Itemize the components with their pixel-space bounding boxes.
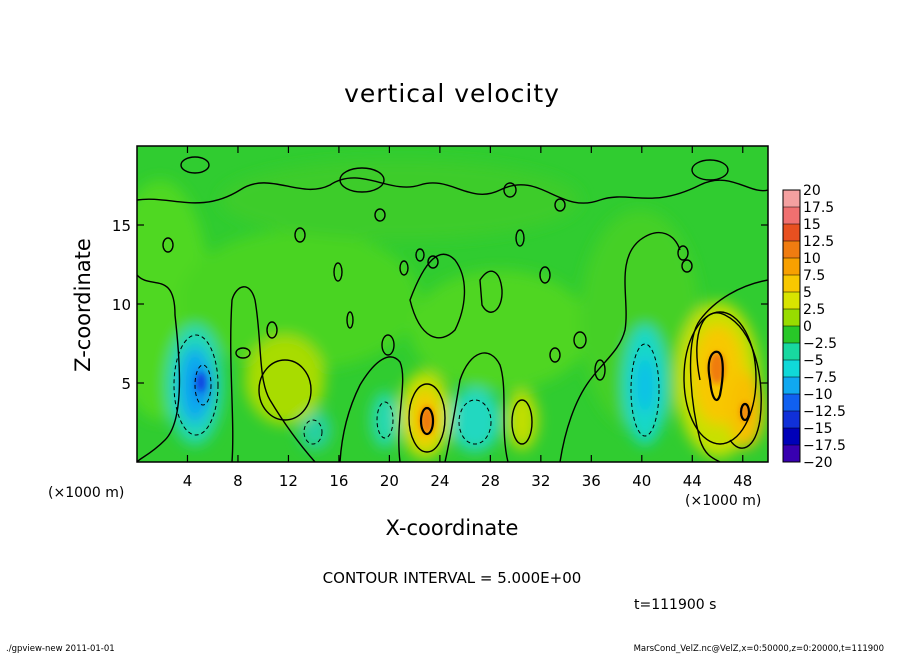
colorbar-label: −17.5	[803, 438, 846, 454]
colorbar-label: −7.5	[803, 370, 837, 386]
colorbar-label: −2.5	[803, 336, 837, 352]
chart-title: vertical velocity	[344, 79, 560, 108]
contour-lines	[137, 156, 768, 462]
colorbar-label: 2.5	[803, 302, 825, 318]
colorbar-swatch	[783, 190, 800, 208]
colorbar-swatch	[783, 377, 800, 395]
colorbar-swatch	[783, 394, 800, 412]
colorbar-label: −20	[803, 455, 833, 471]
colorbar-swatch	[783, 258, 800, 276]
x-tick-label: 48	[733, 472, 752, 490]
x-tick-label: 32	[531, 472, 550, 490]
colorbar-label: −15	[803, 421, 833, 437]
colorbar-swatch	[783, 275, 800, 293]
x-tick-label: 40	[632, 472, 651, 490]
colorbar-label: 15	[803, 217, 821, 233]
x-tick-label: 16	[329, 472, 348, 490]
colorbar-label: 12.5	[803, 234, 834, 250]
y-tick-label: 5	[121, 375, 131, 393]
field-fills	[137, 160, 764, 459]
x-tick-label: 24	[430, 472, 449, 490]
colorbar-label: 20	[803, 183, 821, 199]
y-tick-label: 10	[112, 296, 131, 314]
time-stamp: t=111900 s	[634, 597, 716, 613]
colorbar-label: 10	[803, 251, 821, 267]
y-tick-label: 15	[112, 217, 131, 235]
x-tick-label: 4	[183, 472, 193, 490]
colorbar-swatch	[783, 241, 800, 259]
x-tick-label: 28	[481, 472, 500, 490]
colorbar-label: 7.5	[803, 268, 825, 284]
colorbar: 2017.51512.5107.552.50−2.5−5−7.5−10−12.5…	[782, 183, 846, 471]
colorbar-swatch	[783, 309, 800, 327]
x-tick-label: 8	[233, 472, 243, 490]
y-axis-label: Z-coordinate	[71, 238, 95, 372]
negative-contours	[173, 334, 660, 445]
colorbar-swatch	[783, 343, 800, 361]
x-tick-label: 20	[380, 472, 399, 490]
colorbar-swatch	[783, 445, 800, 463]
x-tick-label: 12	[279, 472, 298, 490]
colorbar-label: 5	[803, 285, 812, 301]
source-info: MarsCond_VelZ.nc@VelZ,x=0:50000,z=0:2000…	[634, 644, 884, 654]
contour-interval-text: CONTOUR INTERVAL = 5.000E+00	[323, 569, 582, 587]
x-axis-ticks: 4 8 12 16 20 24 28 32 36 40 44 48	[183, 146, 752, 490]
colorbar-label: −10	[803, 387, 833, 403]
program-info: ./gpview-new 2011-01-01	[6, 644, 115, 654]
colorbar-swatch	[783, 326, 800, 344]
colorbar-swatch	[783, 360, 800, 378]
colorbar-label: −12.5	[803, 404, 846, 420]
plot-area	[137, 146, 768, 462]
y-axis-ticks: 5 10 15	[112, 217, 768, 393]
colorbar-swatch	[783, 428, 800, 446]
x-tick-label: 36	[582, 472, 601, 490]
x-unit-label-right: (×1000 m)	[685, 493, 761, 509]
x-axis-label: X-coordinate	[386, 516, 519, 540]
colorbar-swatch	[783, 292, 800, 310]
colorbar-swatch	[783, 224, 800, 242]
colorbar-label: −5	[803, 353, 824, 369]
colorbar-swatch	[783, 207, 800, 225]
colorbar-label: 0	[803, 319, 812, 335]
colorbar-swatch	[783, 411, 800, 429]
colorbar-label: 17.5	[803, 200, 834, 216]
x-unit-label-left: (×1000 m)	[48, 485, 124, 501]
x-tick-label: 44	[683, 472, 702, 490]
